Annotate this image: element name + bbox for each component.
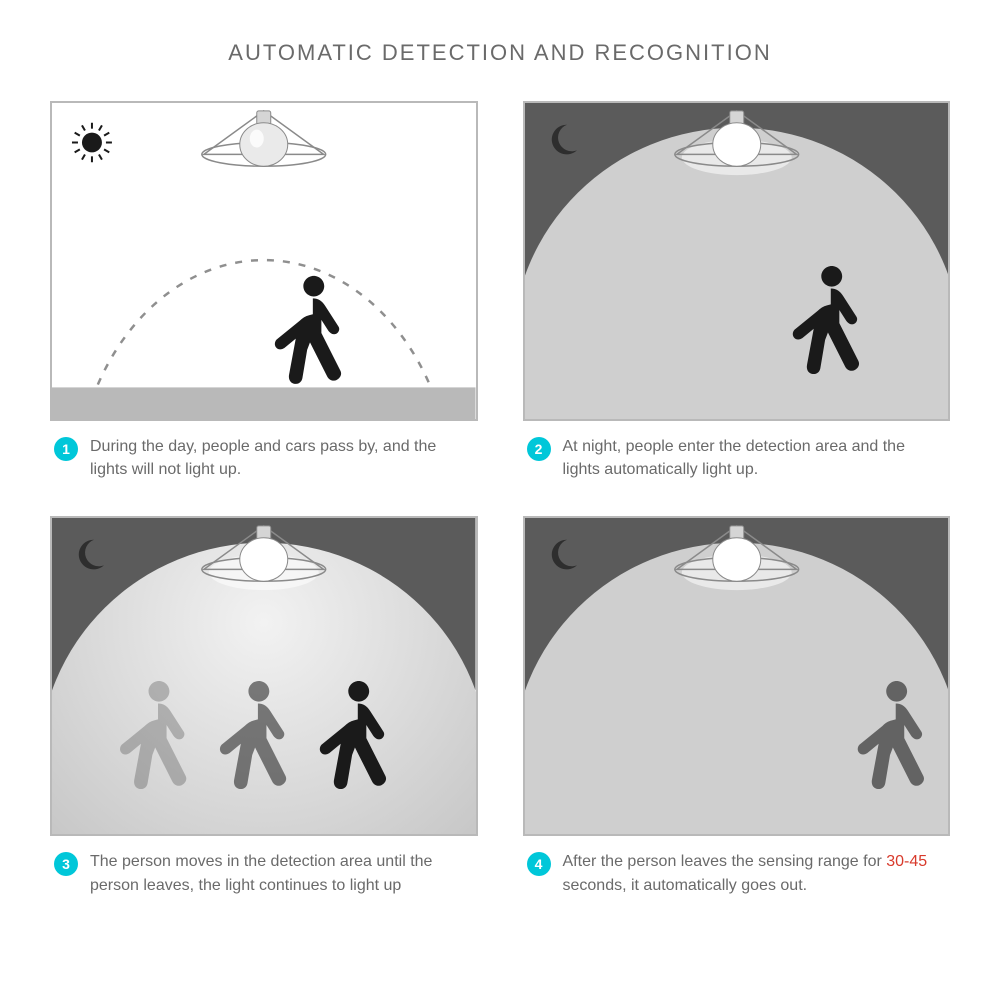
step-badge: 4	[527, 852, 551, 876]
panel-grid: 1 During the day, people and cars pass b…	[50, 101, 950, 897]
panel-illustration	[525, 103, 949, 419]
panel-illustration	[52, 103, 476, 419]
panel-2: 2 At night, people enter the detection a…	[523, 101, 951, 481]
panel-1: 1 During the day, people and cars pass b…	[50, 101, 478, 481]
panel-4: 4 After the person leaves the sensing ra…	[523, 516, 951, 896]
caption-text: After the person leaves the sensing rang…	[563, 850, 947, 896]
panel-1-caption: 1 During the day, people and cars pass b…	[50, 435, 478, 481]
caption-text: At night, people enter the detection are…	[563, 435, 947, 481]
panel-2-caption: 2 At night, people enter the detection a…	[523, 435, 951, 481]
panel-illustration	[52, 518, 476, 834]
panel-4-caption: 4 After the person leaves the sensing ra…	[523, 850, 951, 896]
time-accent: 30-45	[886, 853, 927, 870]
page-title: AUTOMATIC DETECTION AND RECOGNITION	[50, 40, 950, 66]
step-badge: 2	[527, 437, 551, 461]
step-badge: 1	[54, 437, 78, 461]
panel-3: 3 The person moves in the detection area…	[50, 516, 478, 896]
step-badge: 3	[54, 852, 78, 876]
caption-text: The person moves in the detection area u…	[90, 850, 474, 896]
panel-illustration	[525, 518, 949, 834]
caption-text: During the day, people and cars pass by,…	[90, 435, 474, 481]
panel-3-caption: 3 The person moves in the detection area…	[50, 850, 478, 896]
